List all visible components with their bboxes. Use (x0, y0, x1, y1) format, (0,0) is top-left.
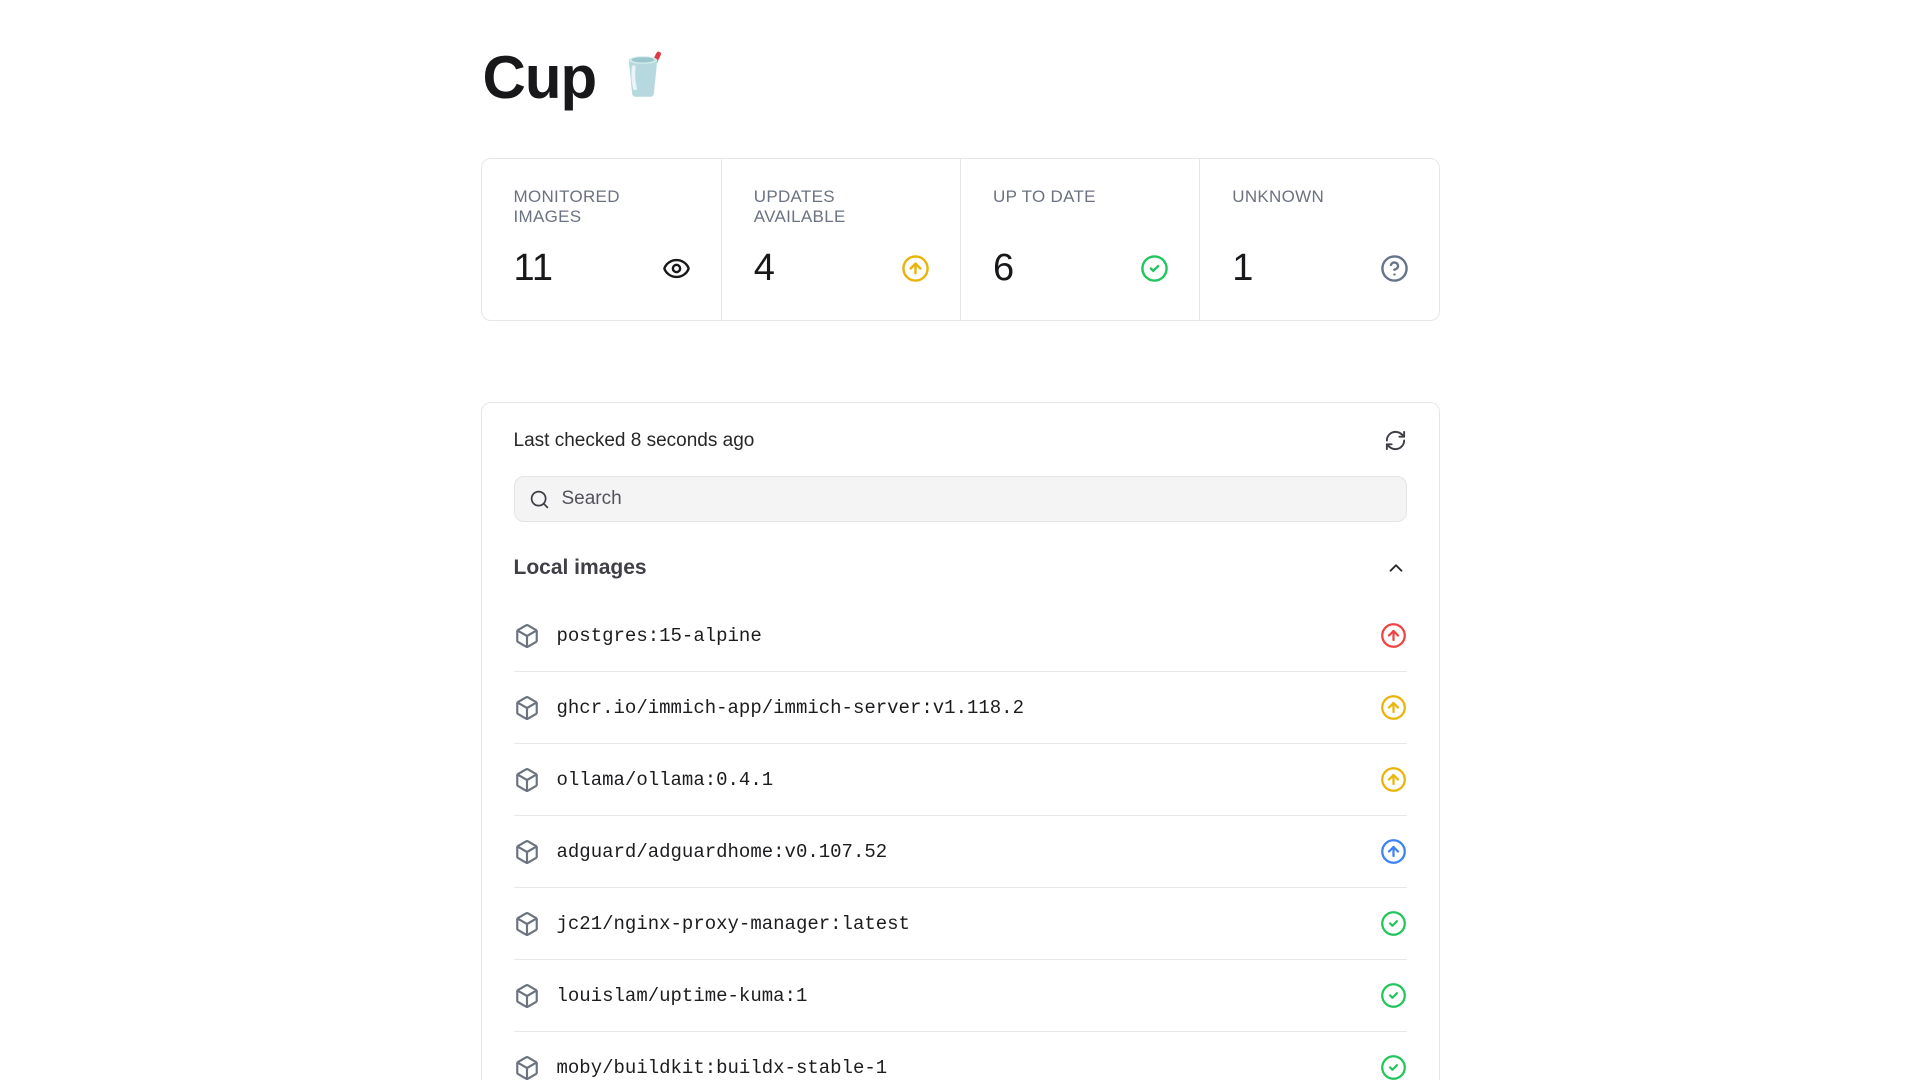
image-name: adguard/adguardhome:v0.107.52 (556, 840, 888, 863)
image-name: jc21/nginx-proxy-manager:latest (556, 912, 910, 935)
chevron-up-icon (1385, 557, 1407, 579)
image-row[interactable]: moby/buildkit:buildx-stable-1 (514, 1032, 1407, 1080)
app-name: Cup (482, 44, 598, 111)
search-input[interactable] (559, 487, 1392, 511)
image-row[interactable]: louislam/uptime-kuma:1 (513, 960, 1407, 1032)
panel-header: Last checked 8 seconds ago (514, 429, 1407, 452)
stat-card: UNKNOWN 1 (1199, 159, 1438, 320)
collapse-section-button[interactable] (1385, 557, 1407, 579)
circle-check-icon (1140, 254, 1169, 283)
image-name: louislam/uptime-kuma:1 (556, 984, 808, 1007)
stat-card: UP TO DATE 6 (960, 159, 1199, 320)
circle-check-icon (1380, 1054, 1407, 1080)
circle-arrow-up-icon (1380, 694, 1407, 721)
circle-check-icon (1380, 910, 1407, 937)
box-icon (514, 623, 540, 649)
image-row[interactable]: adguard/adguardhome:v0.107.52 (513, 816, 1407, 888)
circle-arrow-up-icon (1380, 838, 1407, 865)
box-icon (514, 911, 540, 937)
image-row[interactable]: postgres:15-alpine (513, 600, 1407, 672)
stat-card: MONITORED IMAGES 11 (482, 159, 721, 320)
box-icon (514, 983, 540, 1009)
box-icon (514, 695, 540, 721)
image-row[interactable]: ghcr.io/immich-app/immich-server:v1.118.… (513, 672, 1407, 744)
box-icon (514, 839, 540, 865)
stat-value: 6 (993, 247, 1015, 289)
circle-arrow-up-icon (901, 254, 930, 283)
stat-value: 4 (753, 247, 775, 289)
image-name: moby/buildkit:buildx-stable-1 (556, 1056, 888, 1079)
image-name: postgres:15-alpine (556, 624, 762, 647)
cup-with-straw-emoji (616, 44, 670, 104)
stat-card: UPDATES AVAILABLE 4 (720, 159, 960, 320)
stat-label: UP TO DATE (993, 187, 1096, 206)
circle-arrow-up-icon (1380, 766, 1407, 793)
stat-label: MONITORED IMAGES (513, 187, 620, 226)
circle-question-icon (1380, 254, 1409, 283)
box-icon (514, 1055, 540, 1080)
refresh-icon (1384, 429, 1407, 452)
image-name: ollama/ollama:0.4.1 (556, 768, 774, 791)
search-icon (529, 489, 550, 510)
stat-label: UNKNOWN (1232, 187, 1325, 206)
stat-value: 1 (1232, 247, 1254, 289)
stat-value: 11 (513, 247, 553, 289)
box-icon (514, 767, 540, 793)
stat-label: UPDATES AVAILABLE (753, 187, 846, 226)
last-checked-text: Last checked 8 seconds ago (513, 429, 755, 451)
circle-arrow-up-icon (1380, 622, 1407, 649)
image-row[interactable]: jc21/nginx-proxy-manager:latest (513, 888, 1407, 960)
refresh-button[interactable] (1384, 429, 1407, 452)
images-panel: Last checked 8 seconds ago Local images … (480, 402, 1440, 1080)
image-name: ghcr.io/immich-app/immich-server:v1.118.… (556, 696, 1024, 719)
image-row[interactable]: ollama/ollama:0.4.1 (513, 744, 1407, 816)
image-list: postgres:15-alpine ghcr.io/immich-app/im… (513, 600, 1407, 1080)
eye-icon (662, 254, 691, 283)
page-container: Cup MONITORED IMAGES 11 UPDATES AVAILABL… (480, 0, 1440, 1080)
page-title: Cup (481, 36, 1440, 116)
stats-panel: MONITORED IMAGES 11 UPDATES AVAILABLE 4 … (480, 158, 1440, 321)
circle-check-icon (1380, 982, 1407, 1009)
local-images-header: Local images (514, 556, 1407, 580)
section-title: Local images (513, 556, 647, 579)
search-box[interactable] (513, 476, 1407, 522)
